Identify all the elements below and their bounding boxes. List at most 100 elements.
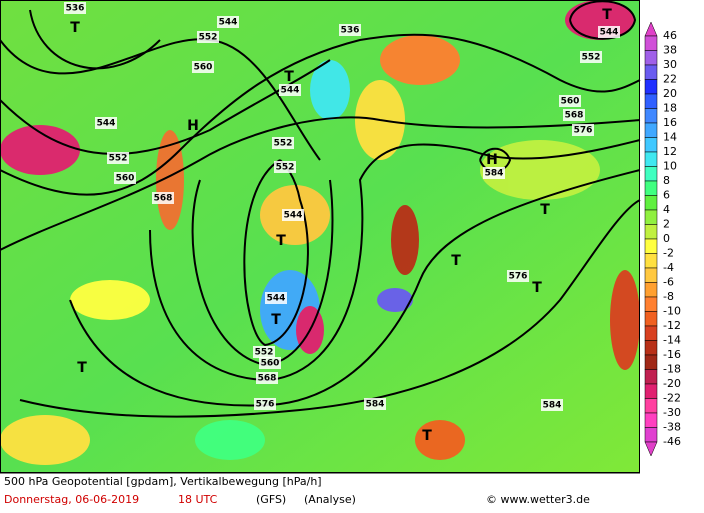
- contour-label-bg: [95, 117, 117, 129]
- footer-model: (GFS): [256, 493, 286, 506]
- pressure-center: T: [422, 428, 432, 444]
- colorbar-label: 6: [663, 189, 670, 202]
- colorbar-label: 46: [663, 29, 677, 42]
- pressure-center: T: [532, 280, 542, 296]
- pressure-center: T: [77, 360, 87, 376]
- footer-title: 500 hPa Geopotential [gpdam], Vertikalbe…: [4, 475, 322, 488]
- colorbar-segment: [644, 64, 658, 80]
- contour-label: 560: [561, 97, 580, 107]
- contour-label: 584: [366, 400, 385, 410]
- map: 5365445525605365445525525605685445445525…: [0, 0, 641, 473]
- footer-credit: © www.wetter3.de: [486, 493, 590, 506]
- contour-label: 552: [274, 139, 293, 149]
- colorbar-label: 18: [663, 102, 677, 115]
- contour-label-bg: [64, 2, 86, 14]
- contour-label-bg: [192, 61, 214, 73]
- contour-label-bg: [259, 357, 281, 369]
- contour-label-bg: [256, 372, 278, 384]
- contour-label: 552: [199, 33, 218, 43]
- colorbar-label: 2: [663, 218, 670, 231]
- colorbar-label: 0: [663, 232, 670, 245]
- contour-label-bg: [217, 16, 239, 28]
- contour-label-bg: [563, 109, 585, 121]
- colorbar-segment: [644, 282, 658, 298]
- pressure-center: H: [486, 152, 498, 168]
- colorbar-label: -2: [663, 247, 674, 260]
- contour-label-bg: [572, 124, 594, 136]
- colorbar-segment: [644, 122, 658, 138]
- pressure-center: H: [187, 118, 199, 134]
- contour-label-bg: [253, 346, 275, 358]
- colorbar-segment: [644, 253, 658, 269]
- contour-label: 544: [281, 86, 300, 96]
- colorbar-segment: [644, 412, 658, 428]
- colorbar-label: -38: [663, 421, 681, 434]
- contour-label-bg: [364, 398, 386, 410]
- contour-label: 568: [154, 194, 173, 204]
- colorbar-label: -10: [663, 305, 681, 318]
- contour-label-bg: [274, 161, 296, 173]
- colorbar-segment: [644, 137, 658, 153]
- contour-label: 552: [109, 154, 128, 164]
- contour-label: 536: [66, 4, 85, 14]
- contour-label: 576: [509, 272, 528, 282]
- footer: 500 hPa Geopotential [gpdam], Vertikalbe…: [0, 472, 640, 506]
- colorbar-segment: [644, 383, 658, 399]
- contour-label: 568: [258, 374, 277, 384]
- colorbar-segment: [644, 195, 658, 211]
- contour-label: 544: [600, 28, 619, 38]
- colorbar-segment: [644, 209, 658, 225]
- colorbar-label: 38: [663, 44, 677, 57]
- colorbar-segment: [644, 93, 658, 109]
- pressure-center: T: [276, 233, 286, 249]
- colorbar-label: -30: [663, 406, 681, 419]
- footer-time: 18 UTC: [178, 493, 218, 506]
- colorbar-segment: [644, 354, 658, 370]
- contour-label: 544: [219, 18, 238, 28]
- contour-label: 576: [574, 126, 593, 136]
- contour-label: 544: [97, 119, 116, 129]
- contour-label-bg: [152, 192, 174, 204]
- colorbar-arrow: [644, 441, 658, 457]
- colorbar-segment: [644, 267, 658, 283]
- contour-label: 568: [565, 111, 584, 121]
- contour-label-bg: [339, 24, 361, 36]
- colorbar-label: -4: [663, 261, 674, 274]
- colorbar-label: -22: [663, 392, 681, 405]
- contour-label-bg: [483, 167, 505, 179]
- colorbar-label: -20: [663, 377, 681, 390]
- colorbar-segment: [644, 369, 658, 385]
- colorbar-segment: [644, 224, 658, 240]
- contour-label-bg: [197, 31, 219, 43]
- contour-label: 584: [543, 401, 562, 411]
- contour-label: 552: [255, 348, 274, 358]
- pressure-center: T: [451, 253, 461, 269]
- colorbar-segment: [644, 35, 658, 51]
- contour-label-bg: [559, 95, 581, 107]
- contour-label: 560: [116, 174, 135, 184]
- footer-run: (Analyse): [304, 493, 356, 506]
- contour-label-bg: [254, 398, 276, 410]
- contour-label-bg: [279, 84, 301, 96]
- pressure-center: T: [540, 202, 550, 218]
- vertical-motion-field: [0, 0, 640, 465]
- contour-label-bg: [282, 209, 304, 221]
- colorbar-segment: [644, 238, 658, 254]
- contour-label-bg: [272, 137, 294, 149]
- colorbar-label: -6: [663, 276, 674, 289]
- colorbar-segment: [644, 180, 658, 196]
- colorbar-label: 30: [663, 58, 677, 71]
- contour-label: 552: [276, 163, 295, 173]
- contour-label: 552: [582, 53, 601, 63]
- contour-label: 544: [284, 211, 303, 221]
- contour-label-bg: [114, 172, 136, 184]
- colorbar-segment: [644, 398, 658, 414]
- contour-label-bg: [541, 399, 563, 411]
- contour-label: 544: [267, 294, 286, 304]
- contour-label: 576: [256, 400, 275, 410]
- colorbar-arrow: [644, 21, 658, 37]
- pressure-center: T: [271, 312, 281, 328]
- footer-date: Donnerstag, 06-06-2019: [4, 493, 139, 506]
- contour-label: 536: [341, 26, 360, 36]
